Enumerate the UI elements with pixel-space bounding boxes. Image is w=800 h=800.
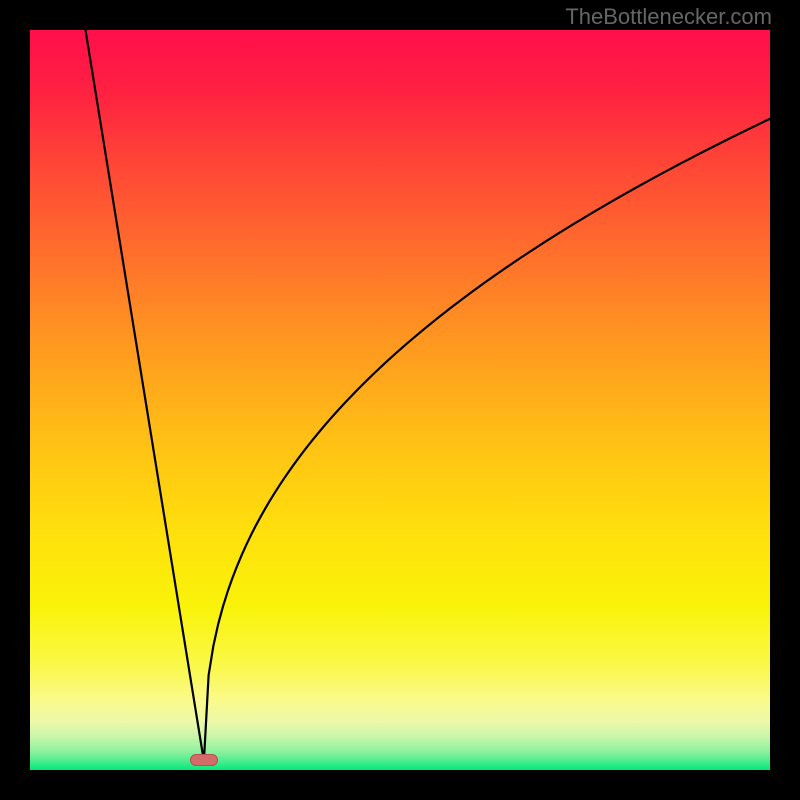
- gradient-background: [30, 30, 770, 770]
- watermark-text: TheBottlenecker.com: [565, 4, 772, 30]
- optimal-point-marker: [190, 754, 218, 766]
- chart-frame: TheBottlenecker.com: [0, 0, 800, 800]
- gradient-chart-svg: [30, 30, 770, 770]
- chart-plot-area: [30, 30, 770, 770]
